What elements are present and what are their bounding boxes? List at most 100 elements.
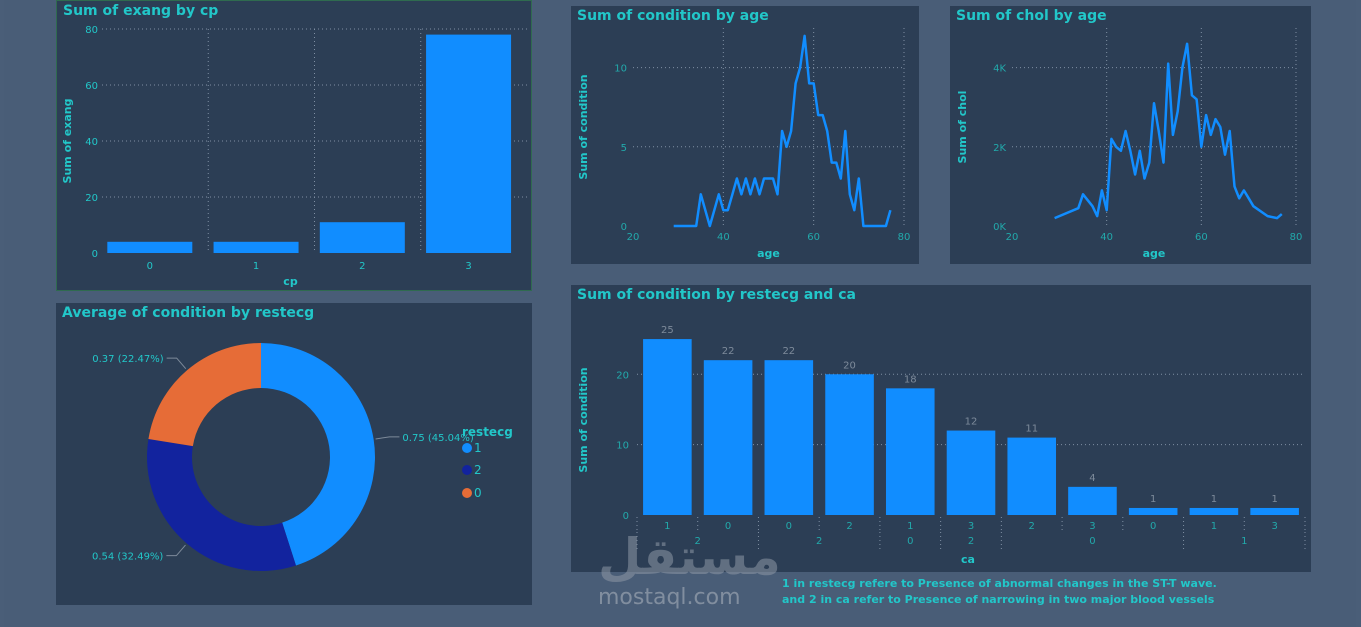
bar xyxy=(825,374,874,515)
legend-swatch xyxy=(462,488,472,498)
bar xyxy=(885,388,935,515)
condition-by-age-chart: 20 40 60 80 0 5 10 age Sum of condition xyxy=(577,28,911,260)
data-label: 22 xyxy=(722,346,735,357)
x-tick-label: 3 xyxy=(465,261,471,272)
legend-swatch xyxy=(462,465,472,475)
leader-line xyxy=(166,357,187,370)
y-axis-title: Sum of condition xyxy=(577,367,590,472)
x-tick-label: 20 xyxy=(627,232,640,243)
legend-item-0[interactable]: 0 xyxy=(462,486,482,500)
footnote-line-2: and 2 in ca refer to Presence of narrowi… xyxy=(782,593,1215,606)
donut-slice xyxy=(261,343,376,566)
bar xyxy=(1189,507,1239,515)
data-label: 1 xyxy=(1211,494,1217,505)
visual-title: Sum of exang by cp xyxy=(63,3,219,19)
x-tick-label: 0 xyxy=(725,521,731,532)
x-tick-label: 40 xyxy=(717,232,730,243)
x-tick-label: 80 xyxy=(1290,232,1303,243)
footnote-line-1: 1 in restecg refere to Presence of abnor… xyxy=(782,577,1217,590)
visual-title: Average of condition by restecg xyxy=(62,305,315,321)
data-label: 0.54 (32.49%) xyxy=(92,552,163,563)
legend-item-2[interactable]: 2 xyxy=(462,463,482,477)
y-tick-label: 60 xyxy=(85,81,98,92)
y-tick-label: 5 xyxy=(621,143,627,154)
footnote: 1 in restecg refere to Presence of abnor… xyxy=(782,576,1252,608)
exang-by-cp-chart: 0 20 40 60 80 0 1 2 3 cp Sum of exang xyxy=(61,25,527,288)
data-label: 0.75 (45.04%) xyxy=(402,433,473,444)
chol-by-age-chart: 20 40 60 80 0K 2K 4K age Sum of chol xyxy=(956,28,1303,260)
x-axis-title: age xyxy=(757,247,780,260)
visual-title: Sum of condition by restecg and ca xyxy=(577,287,856,303)
y-tick-label: 20 xyxy=(616,370,629,381)
x-group-label: 1 xyxy=(1241,536,1247,547)
y-tick-label: 0 xyxy=(623,511,629,522)
y-tick-label: 20 xyxy=(85,193,98,204)
data-label: 25 xyxy=(661,325,674,336)
x-tick-label: 3 xyxy=(968,521,974,532)
y-tick-label: 0 xyxy=(92,249,98,260)
condition-by-restecg-visual[interactable]: Average of condition by restecg 0.75 (45… xyxy=(56,303,532,605)
x-tick-label: 0 xyxy=(1150,521,1156,532)
data-label: 11 xyxy=(1025,424,1038,435)
x-group-label: 0 xyxy=(907,536,913,547)
x-tick-label: 1 xyxy=(253,261,259,272)
y-tick-label: 0 xyxy=(621,222,627,233)
x-tick-label: 40 xyxy=(1100,232,1113,243)
legend-item-1[interactable]: 1 xyxy=(462,441,482,455)
x-tick-label: 80 xyxy=(898,232,911,243)
x-group-label: 2 xyxy=(816,536,822,547)
bar xyxy=(426,34,512,253)
data-label: 4 xyxy=(1089,473,1095,484)
x-tick-label: 3 xyxy=(1089,521,1095,532)
legend-label: 1 xyxy=(474,441,482,455)
y-tick-label: 40 xyxy=(85,137,98,148)
leader-line xyxy=(375,436,400,440)
bar xyxy=(643,339,692,515)
x-group-label: 0 xyxy=(1089,536,1095,547)
x-tick-label: 0 xyxy=(786,521,792,532)
bar xyxy=(213,241,299,253)
bar xyxy=(1007,437,1057,515)
legend-title: restecg xyxy=(462,425,513,439)
bar xyxy=(1250,507,1299,515)
x-axis-title: cp xyxy=(283,275,298,288)
data-label: 1 xyxy=(1271,494,1277,505)
condition-by-age-visual[interactable]: Sum of condition by age 20 40 60 80 0 5 10 age S… xyxy=(571,6,919,264)
data-label: 1 xyxy=(1150,494,1156,505)
x-tick-label: 20 xyxy=(1006,232,1019,243)
y-axis-title: Sum of condition xyxy=(577,74,590,179)
x-axis-title: age xyxy=(1143,247,1166,260)
watermark-logo: مستقل xyxy=(598,528,781,586)
x-axis-title: ca xyxy=(961,553,975,566)
bar xyxy=(107,241,193,253)
visual-title: Sum of condition by age xyxy=(577,8,769,24)
bar xyxy=(946,430,996,515)
y-tick-label: 2K xyxy=(993,143,1006,154)
bar xyxy=(1128,507,1178,515)
donut-slice xyxy=(147,438,296,571)
x-tick-label: 0 xyxy=(147,261,153,272)
legend-label: 2 xyxy=(474,463,482,477)
y-tick-label: 10 xyxy=(616,441,629,452)
donut-slice xyxy=(148,343,261,447)
condition-by-restecg-donut: 0.75 (45.04%) 0.54 (32.49%) 0.37 (22.47%) xyxy=(92,343,474,571)
chol-by-age-visual[interactable]: Sum of chol by age 20 40 60 80 0K 2K 4K age Sum … xyxy=(950,6,1311,264)
data-label: 20 xyxy=(843,360,856,371)
data-label: 0.37 (22.47%) xyxy=(92,354,163,365)
x-tick-label: 60 xyxy=(1195,232,1208,243)
y-axis-title: Sum of exang xyxy=(61,99,74,184)
y-tick-label: 10 xyxy=(614,64,627,75)
data-label: 12 xyxy=(965,417,978,428)
leader-line xyxy=(166,544,186,557)
series-line xyxy=(1054,42,1283,220)
watermark-text: mostaql.com xyxy=(598,585,741,610)
bar xyxy=(703,360,753,515)
exang-by-cp-visual[interactable]: Sum of exang by cp 0 20 40 60 80 0 1 2 3 cp Sum of… xyxy=(56,0,532,291)
bar xyxy=(1068,486,1117,515)
x-tick-label: 1 xyxy=(1211,521,1217,532)
x-tick-label: 60 xyxy=(807,232,820,243)
x-tick-label: 2 xyxy=(846,521,852,532)
x-tick-label: 1 xyxy=(907,521,913,532)
condition-by-restecg-ca-visual[interactable]: Sum of condition by restecg and ca 0 10 20… xyxy=(571,285,1311,572)
